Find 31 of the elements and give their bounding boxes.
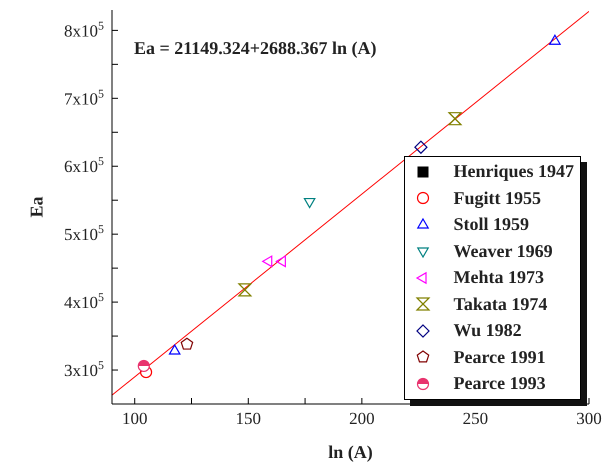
legend-label: Fugitt 1955 [453, 188, 541, 209]
x-tick-label: 250 [462, 409, 488, 428]
x-axis-title: ln (A) [328, 442, 373, 462]
y-tick-label: 3x10$^{5}$ [64, 358, 104, 380]
legend-label: Pearce 1991 [453, 346, 546, 368]
point [138, 360, 150, 372]
y-tick-label: 5x10$^{5}$ [64, 222, 104, 244]
point [168, 344, 180, 355]
y-axis-title: Ea [26, 196, 46, 218]
x-tick-label: 150 [236, 409, 262, 428]
point [262, 256, 272, 268]
legend-label: Wu 1982 [453, 320, 522, 342]
point [140, 366, 152, 378]
legend-label: Weaver 1969 [453, 240, 553, 262]
legend-label: Takata 1974 [453, 294, 548, 315]
legend-label: Mehta 1973 [453, 267, 544, 288]
y-tick-label: 8x10$^{5}$ [64, 18, 104, 40]
point [304, 198, 316, 208]
y-tick-label: 4x10$^{5}$ [64, 290, 104, 312]
point [414, 140, 428, 154]
point [180, 338, 194, 350]
x-tick-label: 100 [122, 409, 148, 428]
y-tick-label: 6x10$^{5}$ [64, 154, 104, 176]
legend-label: Pearce 1993 [453, 373, 546, 394]
point [276, 256, 286, 268]
annotation: Ea = 21149.324+2688.367 ln (A) [134, 38, 377, 59]
x-tick-label: 300 [576, 409, 602, 428]
y-tick-label: 7x10$^{5}$ [64, 86, 104, 108]
x-tick-label: 200 [349, 409, 375, 428]
legend-label: Stoll 1959 [453, 214, 529, 236]
legend-label: Henriques 1947 [453, 161, 574, 182]
